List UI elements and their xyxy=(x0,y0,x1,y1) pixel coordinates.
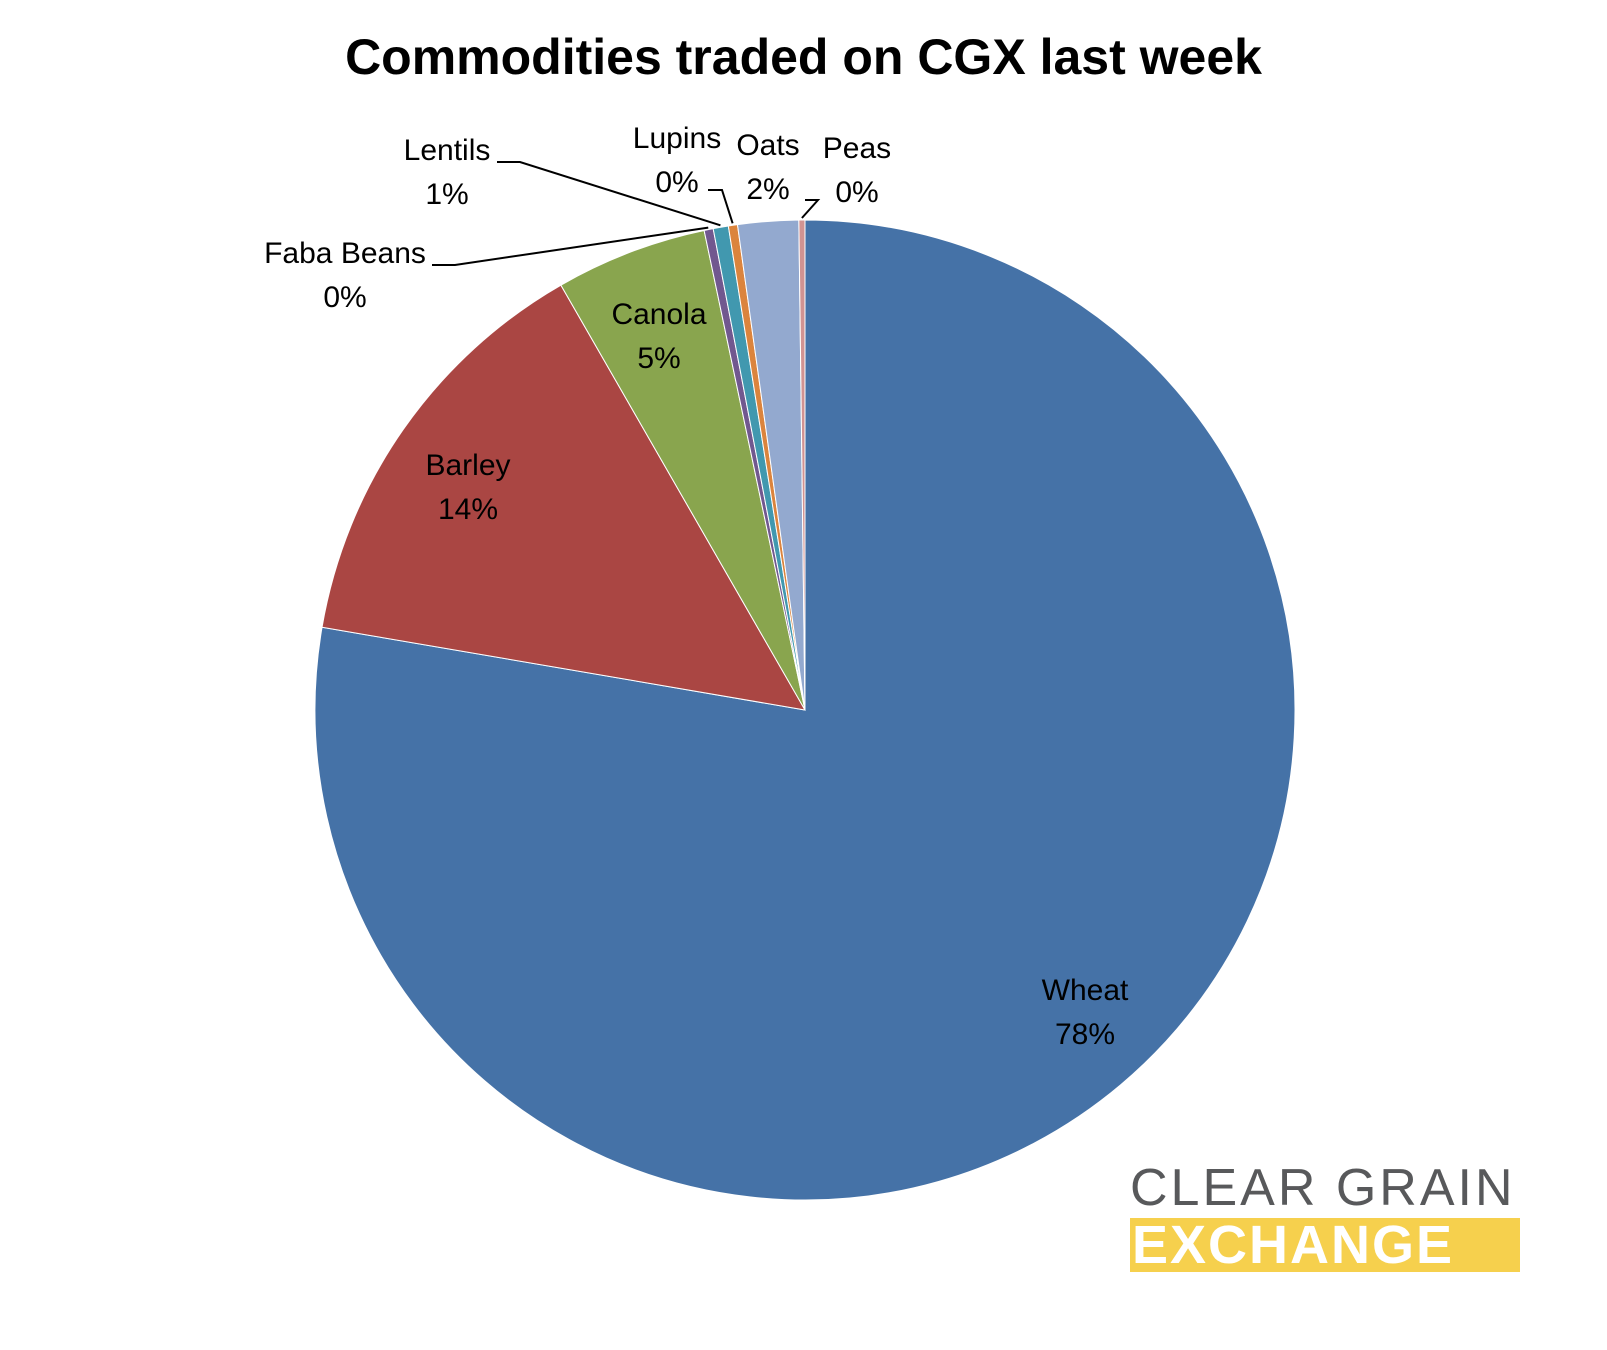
data-label-percent-wheat: 78% xyxy=(1055,1018,1115,1051)
data-label-name-faba-beans: Faba Beans xyxy=(264,237,426,270)
data-label-name-barley: Barley xyxy=(425,449,510,482)
data-label-percent-barley: 14% xyxy=(438,493,498,526)
data-label-name-wheat: Wheat xyxy=(1042,974,1129,1007)
pie-slice-canola xyxy=(560,229,806,711)
clear-grain-exchange-logo: CLEAR GRAIN EXCHANGE xyxy=(1130,1160,1520,1272)
data-label-name-lentils: Lentils xyxy=(404,134,491,167)
data-labels: Wheat 78% Barley 14% Canola 5% Faba Beans 0% Len… xyxy=(264,122,1129,1051)
pie-slice-barley xyxy=(321,284,806,711)
data-label-name-canola: Canola xyxy=(611,298,706,331)
data-label-percent-peas: 0% xyxy=(835,176,878,209)
data-label-name-lupins: Lupins xyxy=(633,122,721,155)
pie-slice-peas xyxy=(798,219,806,711)
pie-slices xyxy=(314,219,1296,1201)
data-label-percent-oats: 2% xyxy=(746,173,789,206)
data-label-name-oats: Oats xyxy=(736,129,799,162)
data-label-percent-lentils: 1% xyxy=(425,178,468,211)
leader-line-peas xyxy=(801,199,821,219)
chart-title: Commodities traded on CGX last week xyxy=(345,29,1262,85)
data-label-percent-canola: 5% xyxy=(637,342,680,375)
leader-line-lupins xyxy=(708,189,734,224)
data-label-percent-faba-beans: 0% xyxy=(323,281,366,314)
data-label-percent-lupins: 0% xyxy=(655,166,698,199)
logo-line-1: CLEAR GRAIN xyxy=(1130,1159,1516,1217)
leader-lines xyxy=(432,161,821,266)
data-label-name-peas: Peas xyxy=(823,132,891,165)
logo-line-2: EXCHANGE xyxy=(1130,1218,1520,1272)
leader-line-lentils xyxy=(497,161,721,227)
leader-line-faba-beans xyxy=(432,226,709,266)
